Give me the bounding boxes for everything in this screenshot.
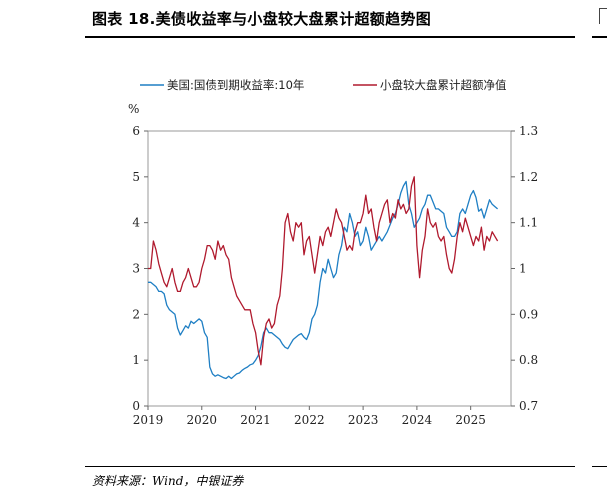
series-line-excess [148,176,499,366]
header-rule [85,36,575,38]
legend: 美国:国债到期收益率:10年 小盘较大盘累计超额净值 [140,78,507,92]
y-left-tick-label: 0 [132,399,140,413]
adjacent-page-rule [592,36,607,38]
chart-title: 图表 18.美债收益率与小盘较大盘累计超额趋势图 [92,10,431,28]
x-tick-label: 2022 [294,413,325,427]
y-left-tick-label: 5 [132,170,140,184]
y-left-tick-label: 1 [132,353,140,367]
y-right-tick-label: 0.8 [519,353,538,367]
adjacent-page-edge [599,8,607,24]
y-right-tick-label: 0.7 [519,399,538,413]
x-tick-label: 2024 [402,413,433,427]
x-tick-label: 2025 [455,413,486,427]
legend-label-excess: 小盘较大盘累计超额净值 [380,78,507,92]
y-right-tick-label: 1.3 [519,124,538,138]
source-note: 资料来源：Wind，中银证券 [92,474,244,488]
x-tick-label: 2019 [133,413,164,427]
y-left-tick-label: 3 [132,262,140,276]
y-right-tick-label: 1 [519,262,527,276]
y-right-tick-label: 1.1 [519,216,538,230]
x-tick-label: 2023 [348,413,379,427]
series-layer [148,176,499,380]
y-right-tick-label: 1.2 [519,170,538,184]
legend-label-us10y: 美国:国债到期收益率:10年 [167,78,304,92]
footer-rule [85,466,575,467]
y-left-tick-label: 2 [132,307,140,321]
y-left-tick-label: 4 [132,216,140,230]
axes: 0 1 2 3 4 5 6 0.7 0.8 0.9 1 1.1 1.2 1.3 2019 2020 2021 20… [132,124,538,427]
y-right-tick-label: 0.9 [519,307,538,321]
x-tick-label: 2020 [187,413,218,427]
y-unit-label: % [128,102,139,116]
adjacent-page-footer-rule [592,466,607,467]
x-tick-label: 2021 [240,413,271,427]
y-left-tick-label: 6 [132,124,140,138]
chart-svg: 美国:国债到期收益率:10年 小盘较大盘累计超额净值 % 01234560.70… [128,78,538,427]
series-line-us10y [148,180,499,380]
